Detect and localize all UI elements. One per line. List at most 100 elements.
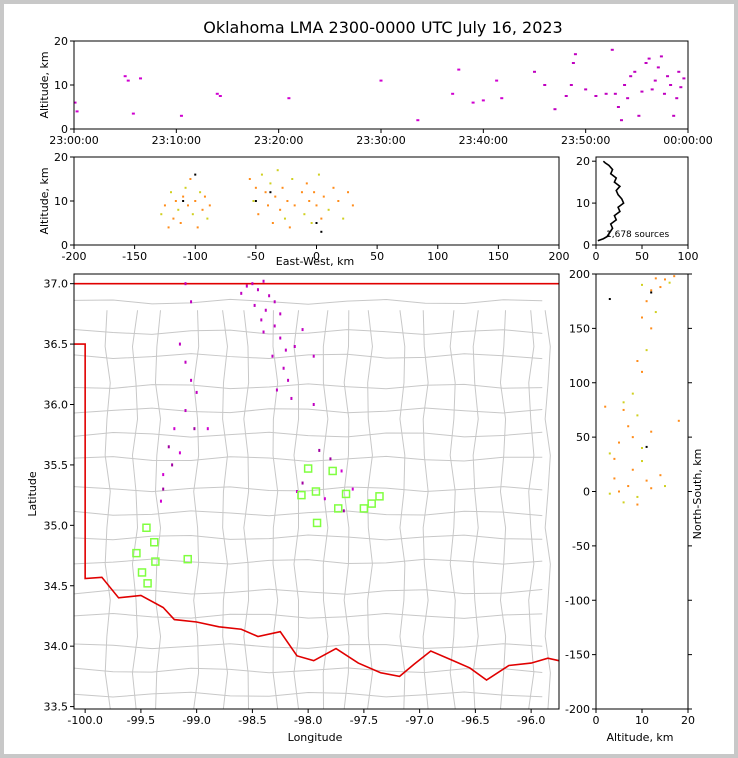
county-line <box>73 612 543 619</box>
altitude-north-south-point <box>641 447 643 449</box>
east-west-altitude-point <box>179 222 182 224</box>
east-west-altitude-point <box>170 191 172 194</box>
altitude-north-south-point <box>631 392 634 395</box>
county-line <box>73 534 543 541</box>
east-west-altitude-point <box>194 200 197 202</box>
D-xtick-label: -96.0 <box>517 714 545 727</box>
lma-station-marker <box>341 489 351 499</box>
D-ytick-label: 36.5 <box>44 338 69 351</box>
east-west-altitude-point <box>279 208 282 211</box>
D-xtick-label: -98.0 <box>294 714 322 727</box>
time-altitude-point <box>571 62 575 64</box>
lma-station-marker <box>359 504 369 513</box>
time-altitude-point <box>75 110 79 113</box>
E-ytick-label: -150 <box>565 649 590 662</box>
east-west-altitude-point <box>206 217 209 220</box>
altitude-north-south-point <box>631 436 634 439</box>
east-west-altitude-point <box>342 217 345 220</box>
C-xtick-label: 100 <box>678 250 699 263</box>
plan-view-source <box>264 308 267 312</box>
plan-view-source <box>184 282 187 286</box>
time-altitude-point <box>139 77 143 80</box>
A-xtick-label: 23:50:00 <box>561 134 610 147</box>
plan-view-source <box>290 396 293 400</box>
lma-station-marker <box>137 568 147 577</box>
altitude-north-south-point <box>636 495 639 498</box>
county-line <box>243 310 250 710</box>
east-west-altitude-point <box>167 226 170 229</box>
east-west-altitude-point <box>305 182 308 185</box>
time-altitude-point <box>610 48 614 51</box>
altitude-north-south-point <box>622 401 625 404</box>
east-west-altitude-ylabel: Altitude, km <box>38 167 51 234</box>
B-xtick-label: -200 <box>62 250 87 263</box>
east-west-altitude-panel: -200 -150 -100 -50 0 50 100 150 200 0 10 20 Altitud… <box>38 151 570 268</box>
plan-view-source <box>195 390 198 394</box>
lma-station-marker <box>333 504 343 513</box>
plan-view-source <box>167 445 170 449</box>
plan-view-source <box>268 294 271 298</box>
D-xtick-label: -99.0 <box>182 714 210 727</box>
B-ytick-label: 20 <box>54 151 68 164</box>
time-altitude-point <box>543 84 547 86</box>
E-ytick-label: 100 <box>569 377 590 390</box>
B-xtick-label: 0 <box>313 250 320 263</box>
plan-view-panel: -100.0 -99.5 -99.0 -98.5 -98.0 -97.5 -97.0 -96.… <box>26 273 560 744</box>
A-xtick-label: 23:30:00 <box>356 134 405 147</box>
E-ytick-label: 50 <box>576 431 590 444</box>
lma-station-marker <box>303 464 313 473</box>
east-west-altitude-point <box>254 200 257 202</box>
lma-station-marker <box>150 538 159 547</box>
longitude-axis-label: Longitude <box>288 731 343 744</box>
plan-view-source <box>262 330 265 334</box>
county-map <box>73 282 560 710</box>
county-line <box>449 310 456 710</box>
altitude-north-south-point <box>618 441 620 444</box>
altitude-north-south-point <box>608 492 611 495</box>
county-line <box>293 310 300 710</box>
A-xtick-label: 23:00:00 <box>49 134 98 147</box>
time-altitude-point <box>604 92 608 95</box>
C-xtick-label: 50 <box>635 250 649 263</box>
east-west-altitude-axes: -200 -150 -100 -50 0 50 100 150 200 0 10 20 <box>54 151 570 263</box>
east-west-altitude-point <box>248 178 251 180</box>
county-line <box>422 310 429 710</box>
A-xtick-label: 00:00:00 <box>663 134 712 147</box>
time-altitude-point <box>379 79 383 82</box>
time-altitude-marks <box>73 48 686 122</box>
lma-station-marker <box>183 554 192 564</box>
county-line <box>367 310 373 710</box>
E-ytick-label: -100 <box>565 594 590 607</box>
county-line <box>73 691 543 698</box>
D-xtick-label: -97.5 <box>350 714 378 727</box>
D-xtick-label: -98.5 <box>238 714 266 727</box>
plan-view-source <box>253 303 256 307</box>
B-frame <box>73 156 560 246</box>
lma-station-marker <box>375 492 384 501</box>
plan-view-source <box>318 448 321 452</box>
east-west-altitude-point <box>320 230 323 233</box>
time-altitude-point <box>481 99 485 102</box>
time-altitude-point <box>215 92 219 95</box>
county-line <box>472 310 479 710</box>
altitude-north-south-point <box>650 291 653 294</box>
time-altitude-point <box>584 88 588 91</box>
plan-view-source <box>260 318 263 322</box>
east-west-xlabel: East-West, km <box>276 255 354 268</box>
east-west-altitude-marks <box>160 169 354 233</box>
time-altitude-point <box>179 114 183 117</box>
time-altitude-point <box>131 112 135 115</box>
east-west-altitude-point <box>184 186 187 189</box>
time-altitude-point <box>647 57 651 60</box>
east-west-altitude-point <box>252 200 255 202</box>
county-line <box>104 310 111 710</box>
east-west-altitude-point <box>254 186 257 189</box>
altitude-north-south-point <box>668 281 671 284</box>
lma-station-marker <box>312 518 322 528</box>
time-altitude-panel: 23:00:00 23:10:00 23:20:00 23:30:00 23:40:00… <box>38 35 713 147</box>
altitude-north-south-point <box>627 485 630 488</box>
plan-view-source <box>178 451 181 455</box>
D-ytick-label: 34.5 <box>44 580 69 593</box>
east-west-altitude-point <box>203 195 206 198</box>
D-xtick-label: -99.5 <box>127 714 155 727</box>
